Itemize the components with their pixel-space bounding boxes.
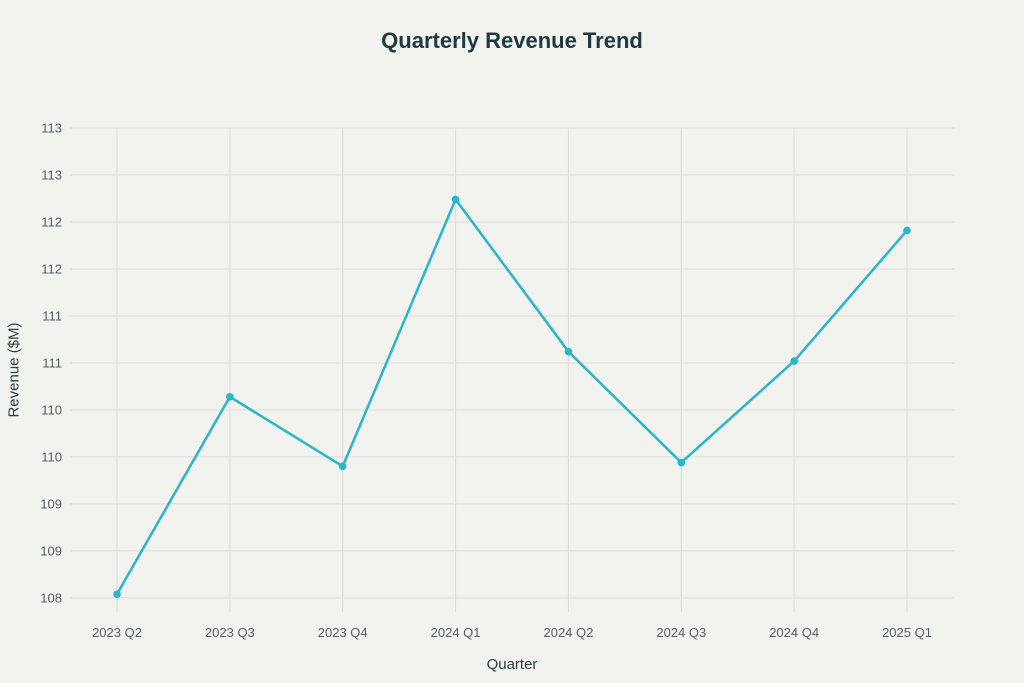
x-tick-label: 2024 Q2	[543, 625, 593, 640]
data-point[interactable]	[564, 347, 573, 356]
data-point[interactable]	[451, 195, 460, 204]
x-axis-title: Quarter	[486, 656, 538, 673]
x-tick-label: 2025 Q1	[882, 625, 932, 640]
y-tick-label: 111	[42, 355, 62, 370]
data-point[interactable]	[113, 590, 121, 598]
x-tick-label: 2023 Q2	[92, 625, 142, 640]
x-tick-label: 2024 Q1	[431, 625, 481, 640]
data-point[interactable]	[226, 392, 234, 401]
y-gridlines	[70, 127, 955, 599]
y-tick-labels: 108 109 109 110 110 111 111 112 112 113 113	[40, 121, 62, 606]
data-point[interactable]	[903, 226, 911, 235]
x-gridlines	[116, 128, 908, 612]
chart-title: Quarterly Revenue Trend	[381, 28, 643, 53]
y-tick-label: 111	[42, 308, 62, 323]
y-tick-label: 110	[41, 402, 62, 417]
y-tick-label: 109	[40, 496, 62, 511]
y-tick-label: 109	[40, 543, 62, 558]
x-tick-label: 2023 Q3	[205, 625, 255, 640]
series-group	[113, 195, 911, 598]
y-tick-label: 112	[41, 261, 62, 276]
y-tick-label: 113	[41, 121, 62, 136]
x-tick-label: 2024 Q3	[656, 625, 706, 640]
x-tick-labels: 2023 Q2 2023 Q3 2023 Q4 2024 Q1 2024 Q2 2024 …	[92, 625, 932, 640]
series-line	[115, 198, 908, 595]
data-point[interactable]	[338, 462, 347, 471]
data-point[interactable]	[790, 357, 798, 365]
x-tick-label: 2023 Q4	[318, 625, 368, 640]
y-tick-label: 110	[41, 449, 62, 464]
x-tick-label: 2024 Q4	[769, 625, 819, 640]
y-tick-label: 113	[41, 167, 62, 182]
y-tick-label: 112	[41, 214, 62, 229]
data-point[interactable]	[677, 458, 686, 467]
y-tick-label: 108	[40, 590, 62, 605]
